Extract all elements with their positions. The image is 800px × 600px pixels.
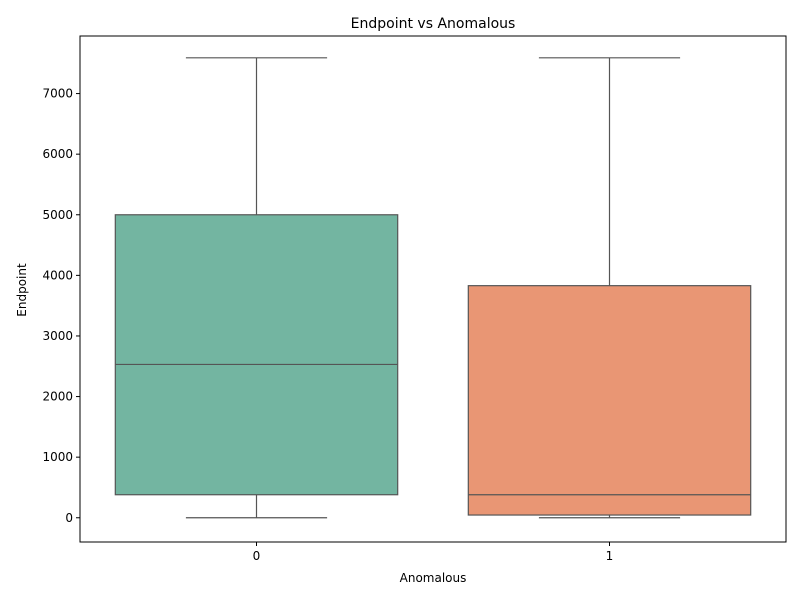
y-axis-label: Endpoint (15, 263, 29, 317)
chart-title: Endpoint vs Anomalous (351, 16, 516, 32)
x-axis-label: Anomalous (400, 571, 467, 585)
plot-frame (79, 35, 787, 543)
y-tick-label: 3000 (42, 329, 73, 343)
box-group-0 (114, 57, 399, 519)
y-tick-label: 1000 (42, 450, 73, 464)
y-tick-label: 5000 (42, 208, 73, 222)
x-tick-label: 1 (606, 549, 614, 563)
y-tick-label: 0 (65, 511, 73, 525)
y-tick-label: 6000 (42, 147, 73, 161)
box-iqr (467, 285, 752, 516)
plot-area (114, 57, 752, 519)
y-axis: 0 1000 2000 3000 4000 5000 6000 7000 (42, 87, 80, 525)
y-tick-label: 2000 (42, 390, 73, 404)
box-group-1 (467, 57, 752, 519)
box-iqr (114, 214, 399, 496)
x-tick-label: 0 (253, 549, 261, 563)
y-tick-label: 7000 (42, 87, 73, 101)
y-tick-label: 4000 (42, 268, 73, 282)
